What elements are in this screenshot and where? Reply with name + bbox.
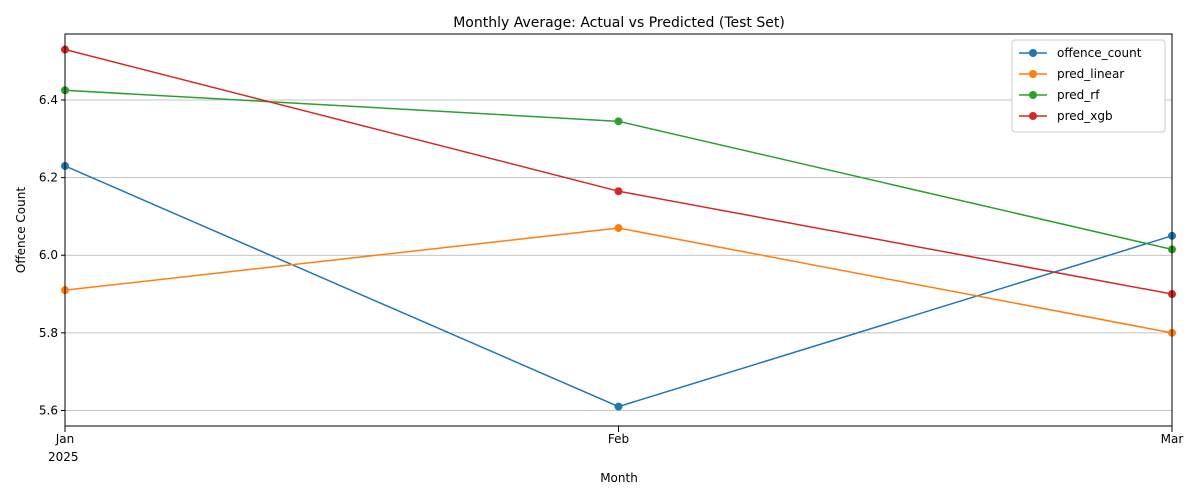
gridlines	[65, 99, 1172, 411]
x-axis-label: Month	[600, 471, 638, 485]
legend-label: pred_rf	[1057, 88, 1100, 102]
legend-label: pred_linear	[1057, 67, 1124, 81]
series-layer	[61, 45, 1176, 411]
y-tick-label: 6.0	[39, 248, 58, 262]
series-line	[64, 48, 1173, 295]
y-tick-label: 6.4	[39, 93, 58, 107]
x-tick-label: Jan	[55, 432, 75, 446]
legend-label: offence_count	[1057, 46, 1142, 60]
series-pred_xgb	[61, 45, 1176, 299]
x-tick-label: Feb	[608, 432, 629, 446]
legend-label: pred_xgb	[1057, 109, 1113, 123]
series-line	[64, 227, 1173, 334]
legend-item-pred_rf: pred_rf	[1019, 88, 1100, 102]
y-tick-label: 5.6	[39, 403, 58, 417]
x-tick-label: Mar	[1161, 432, 1184, 446]
chart-title: Monthly Average: Actual vs Predicted (Te…	[453, 15, 785, 31]
series-offence_count	[61, 161, 1176, 411]
x-tick-year-label: 2025	[48, 450, 79, 464]
legend-marker	[1029, 91, 1037, 99]
legend-box	[1011, 39, 1166, 133]
y-axis-label: Offence Count	[14, 187, 28, 273]
data-point	[614, 187, 623, 196]
legend-marker	[1029, 49, 1037, 57]
legend-item-offence_count: offence_count	[1019, 46, 1142, 60]
series-line	[64, 165, 1173, 408]
y-axis-ticks: 5.6 5.8 6.0 6.2 6.4	[39, 93, 65, 417]
legend-marker	[1029, 70, 1037, 78]
x-axis-ticks: Jan Feb Mar	[55, 426, 1184, 446]
legend-marker	[1029, 112, 1037, 120]
data-point	[614, 402, 623, 411]
data-point	[614, 117, 623, 126]
legend: offence_count pred_linear pred_rf pred_xgb	[1011, 39, 1166, 133]
legend-item-pred_xgb: pred_xgb	[1019, 109, 1113, 123]
legend-item-pred_linear: pred_linear	[1019, 67, 1124, 81]
y-tick-label: 6.2	[39, 171, 58, 185]
y-tick-label: 5.8	[39, 326, 58, 340]
data-point	[614, 224, 623, 233]
series-pred_linear	[61, 224, 1176, 337]
